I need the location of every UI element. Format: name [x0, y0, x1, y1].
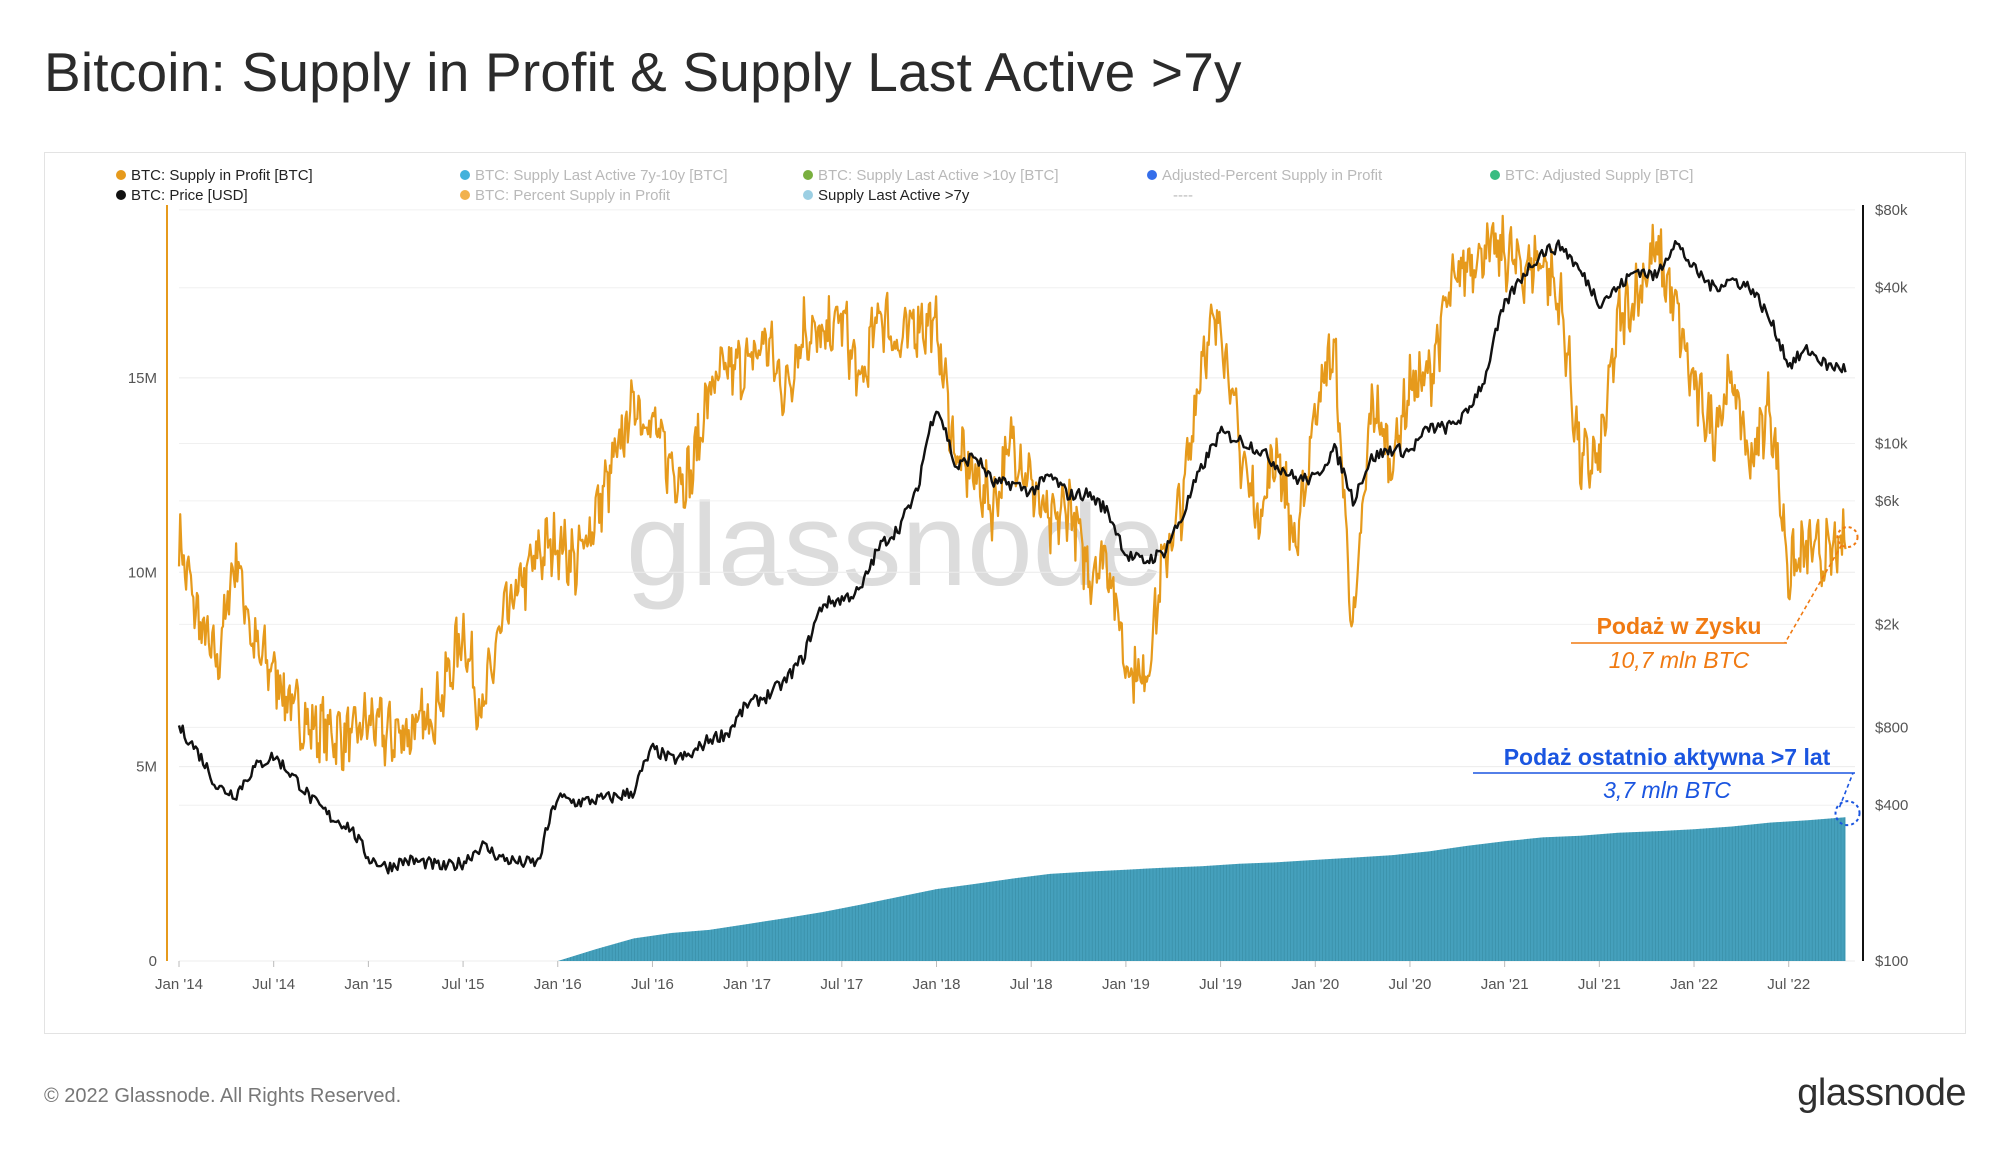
x-tick-label: Jul '17: [820, 976, 863, 993]
y-right-tick-label: $6k: [1875, 493, 1900, 510]
annotations: Podaż w Zysku 10,7 mln BTC Podaż ostatnio …: [1473, 526, 1861, 827]
annotation-leader-supply-7y: [1838, 772, 1854, 808]
y-right-tick-label: $80k: [1875, 202, 1908, 219]
footer-logo: glassnode: [1797, 1072, 1966, 1114]
legend-item[interactable]: BTC: Supply in Profit [BTC]: [116, 167, 313, 184]
legend-dot: [116, 170, 126, 180]
legend-dot: [1490, 170, 1500, 180]
legend-label: BTC: Supply Last Active 7y-10y [BTC]: [475, 167, 728, 184]
supply-in-profit-line: [177, 214, 1847, 772]
x-tick-label: Jul '15: [442, 976, 485, 993]
x-tick-label: Jan '14: [155, 976, 203, 993]
legend-label: BTC: Price [USD]: [131, 187, 248, 204]
x-tick-label: Jan '17: [723, 976, 771, 993]
y-left-tick-label: 15M: [128, 370, 157, 387]
y-right-tick-label: $40k: [1875, 280, 1908, 297]
x-tick-label: Jan '15: [344, 976, 392, 993]
x-tick-label: Jan '22: [1670, 976, 1718, 993]
gridlines: [179, 209, 1855, 962]
legend-label: BTC: Supply Last Active >10y [BTC]: [818, 167, 1059, 184]
y-left-tick-label: 10M: [128, 564, 157, 581]
legend-dot: [116, 190, 126, 200]
chart-panel: glassnode 0 5M 10M 15M $100 $400 $800 $2k $6k $10…: [44, 152, 1966, 1034]
legend-item[interactable]: Adjusted-Percent Supply in Profit: [1147, 167, 1383, 184]
supply-7y-bars-hatch: [560, 817, 1845, 961]
legend-item[interactable]: BTC: Percent Supply in Profit: [460, 187, 671, 204]
x-tick-label: Jan '20: [1291, 976, 1339, 993]
y-left-tick-label: 5M: [136, 759, 157, 776]
legend-dot: [1147, 170, 1157, 180]
x-tick-label: Jul '22: [1767, 976, 1810, 993]
legend-item[interactable]: Supply Last Active >7y: [803, 187, 970, 204]
legend-item[interactable]: BTC: Supply Last Active 7y-10y [BTC]: [460, 167, 728, 184]
legend-label: BTC: Adjusted Supply [BTC]: [1505, 167, 1693, 184]
y-right-tick-label: $100: [1875, 953, 1908, 970]
x-tick-label: Jan '16: [534, 976, 582, 993]
x-tick-label: Jul '20: [1389, 976, 1432, 993]
legend-item[interactable]: BTC: Price [USD]: [116, 187, 248, 204]
legend-label: Adjusted-Percent Supply in Profit: [1162, 167, 1383, 184]
x-tick-label: Jan '21: [1481, 976, 1529, 993]
series-lines: [177, 214, 1847, 875]
annotation-marker-supply-profit: [1836, 526, 1859, 549]
y-right-tick-label: $10k: [1875, 435, 1908, 452]
x-tick-label: Jan '19: [1102, 976, 1150, 993]
page-title: Bitcoin: Supply in Profit & Supply Last …: [44, 41, 1242, 103]
annotation-title-supply-7y: Podaż ostatnio aktywna >7 lat: [1504, 744, 1831, 770]
x-tick-label: Jul '14: [252, 976, 295, 993]
x-tick-label: Jul '21: [1578, 976, 1621, 993]
annotation-value-supply-7y: 3,7 mln BTC: [1603, 777, 1731, 803]
supply-7y-bars: [557, 817, 1846, 961]
legend-dot: [460, 190, 470, 200]
chart-svg: glassnode 05M10M15M$100$400$800$2k$6k$10…: [116, 167, 1909, 993]
legend-label: ----: [1173, 187, 1193, 204]
legend-label: Supply Last Active >7y: [818, 187, 970, 204]
legend-label: BTC: Supply in Profit [BTC]: [131, 167, 313, 184]
annotation-value-supply-profit: 10,7 mln BTC: [1609, 647, 1750, 673]
legend-dot: [460, 170, 470, 180]
x-tick-label: Jul '18: [1010, 976, 1053, 993]
footer-copyright: © 2022 Glassnode. All Rights Reserved.: [44, 1085, 402, 1107]
legend-label: BTC: Percent Supply in Profit: [475, 187, 671, 204]
x-tick-label: Jul '19: [1199, 976, 1242, 993]
legend-dot: [803, 170, 813, 180]
y-right-tick-label: $2k: [1875, 616, 1900, 633]
legend-item[interactable]: ----: [1173, 187, 1193, 204]
axes: 0 5M 10M 15M $100 $400 $800 $2k $6k $10k $40k $80k J…: [128, 202, 1909, 993]
annotation-title-supply-profit: Podaż w Zysku: [1597, 613, 1762, 639]
legend-dot: [803, 190, 813, 200]
legend[interactable]: BTC: Supply in Profit [BTC] BTC: Supply L…: [116, 167, 1693, 204]
y-right-tick-label: $400: [1875, 797, 1908, 814]
annotation-leader-supply-profit: [1784, 544, 1843, 644]
x-tick-label: Jan '18: [913, 976, 961, 993]
legend-item[interactable]: BTC: Supply Last Active >10y [BTC]: [803, 167, 1059, 184]
annotation-marker-supply-7y: [1834, 800, 1861, 827]
price-line: [177, 239, 1847, 875]
legend-item[interactable]: BTC: Adjusted Supply [BTC]: [1490, 167, 1693, 184]
x-tick-label: Jul '16: [631, 976, 674, 993]
y-left-tick-label: 0: [149, 953, 157, 970]
supply-7y-area: [557, 817, 1846, 961]
y-right-tick-label: $800: [1875, 719, 1908, 736]
